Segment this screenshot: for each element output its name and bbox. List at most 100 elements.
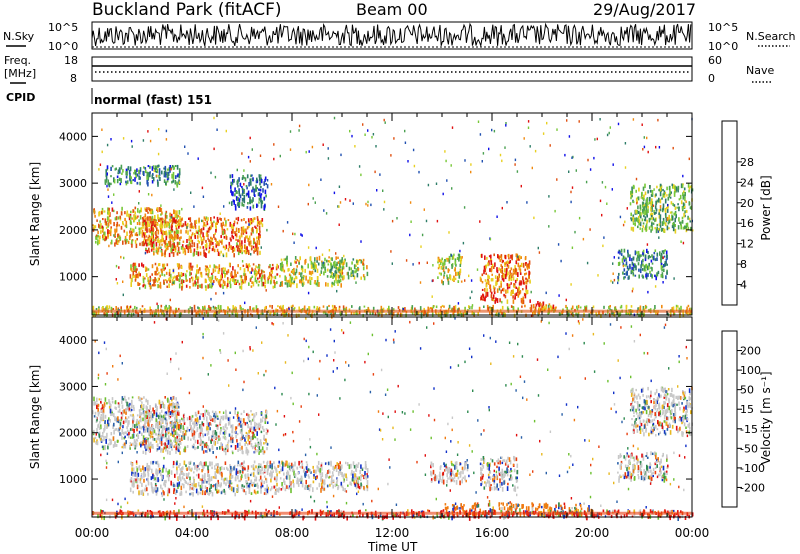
scatter-cell (622, 255, 625, 260)
scatter-cell (154, 165, 157, 171)
scatter-cell (130, 405, 133, 408)
scatter-cell (245, 490, 247, 496)
scatter-cell (212, 282, 214, 286)
scatter-cell (195, 251, 198, 255)
scatter-cell (244, 249, 247, 254)
scatter-cell (636, 257, 638, 262)
scatter-cell (193, 205, 195, 208)
scatter-cell (144, 213, 147, 217)
scatter-cell (222, 436, 225, 439)
scatter-cell (93, 429, 95, 434)
scatter-cell (227, 277, 229, 281)
scatter-cell (168, 268, 171, 273)
scatter-cell (288, 273, 291, 277)
scatter-cell (111, 397, 114, 401)
scatter-cell (147, 445, 149, 451)
scatter-cell (348, 266, 351, 271)
scatter-cell (210, 278, 212, 283)
scatter-cell (485, 272, 487, 275)
scatter-cell (139, 176, 141, 180)
scatter-cell (173, 217, 176, 222)
scatter-cell (149, 306, 151, 312)
scatter-cell (493, 288, 496, 292)
scatter-cell (175, 225, 178, 230)
scatter-cell (215, 222, 217, 228)
scatter-cell (645, 206, 648, 212)
scatter-cell (150, 237, 153, 243)
scatter-cell (246, 192, 249, 196)
scatter-cell (527, 126, 530, 129)
scatter-cell (212, 242, 214, 245)
scatter-cell (186, 445, 189, 448)
scatter-cell (649, 185, 651, 189)
scatter-cell (331, 272, 333, 276)
scatter-cell (643, 265, 646, 270)
scatter-cell (284, 275, 286, 280)
scatter-cell (565, 298, 567, 302)
scatter-cell (154, 270, 156, 276)
scatter-cell (372, 133, 375, 136)
scatter-cell (174, 175, 177, 179)
scatter-cell (263, 274, 266, 279)
scatter-cell (211, 491, 214, 497)
scatter-cell (173, 280, 176, 284)
scatter-cell (160, 239, 162, 243)
scatter-cell (688, 201, 691, 206)
scatter-cell (117, 405, 120, 408)
scatter-cell (133, 428, 135, 433)
scatter-cell (664, 222, 667, 227)
scatter-cell (241, 445, 243, 450)
scatter-cell (254, 478, 256, 482)
scatter-cell (120, 225, 123, 230)
scatter-cell (279, 305, 282, 310)
scatter-cell (304, 268, 306, 273)
scatter-cell (102, 228, 104, 232)
scatter-cell (316, 280, 319, 283)
scatter-cell (647, 190, 649, 194)
scatter-cell (165, 235, 168, 241)
scatter-cell (246, 450, 249, 456)
scatter-cell (165, 171, 167, 176)
scatter-cell (148, 418, 150, 424)
scatter-cell (202, 450, 205, 454)
scatter-cell (519, 272, 522, 275)
scatter-cell (221, 267, 223, 273)
scatter-cell (152, 165, 155, 169)
scatter-cell (118, 408, 121, 413)
scatter-cell (190, 191, 192, 194)
scatter-cell (126, 173, 128, 176)
scatter-cell (253, 445, 256, 448)
scatter-cell (146, 175, 148, 180)
scatter-cell (181, 207, 183, 211)
scatter-cell (157, 263, 160, 267)
scatter-cell (307, 291, 310, 295)
scatter-cell (647, 273, 649, 277)
scatter-cell (108, 417, 110, 421)
scatter-cell (230, 184, 232, 189)
scatter-cell (97, 239, 99, 243)
scatter-cell (521, 299, 523, 305)
scatter-cell (247, 424, 249, 429)
scatter-cell (661, 250, 664, 253)
scatter-cell (241, 240, 243, 245)
scatter-cell (337, 274, 340, 279)
scatter-cell (255, 422, 258, 426)
scatter-cell (488, 306, 491, 309)
scatter-cell (247, 264, 250, 268)
scatter-cell (155, 250, 158, 253)
scatter-cell (182, 272, 185, 277)
scatter-cell (149, 173, 151, 178)
scatter-cell (238, 177, 240, 182)
scatter-cell (339, 201, 342, 204)
scatter-cell (132, 433, 135, 439)
scatter-cell (263, 428, 265, 432)
scatter-cell (627, 249, 629, 254)
scatter-cell (119, 182, 122, 186)
scatter-cell (384, 121, 386, 124)
scatter-cell (420, 312, 423, 315)
scatter-cell (180, 280, 183, 284)
scatter-cell (157, 427, 160, 432)
scatter-cell (445, 159, 447, 163)
scatter-cell (258, 197, 261, 201)
scatter-cell (326, 259, 328, 263)
